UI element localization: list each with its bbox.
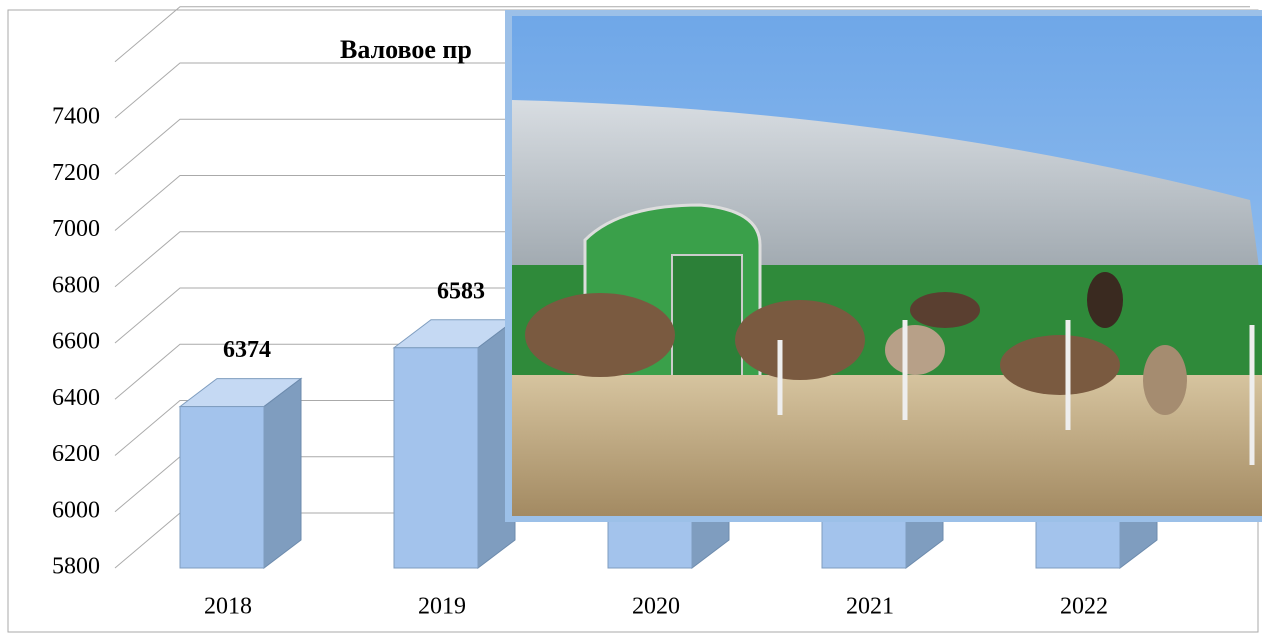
y-tick-label: 7400: [52, 104, 100, 130]
y-tick-label: 6000: [52, 497, 100, 523]
chart: 5800 6000 6200 6400 6600 6800 7000 7200 7400 2018…: [0, 0, 1262, 639]
y-tick-label: 6200: [52, 441, 100, 467]
y-tick-label: 7000: [52, 216, 100, 242]
y-tick-label: 6600: [52, 329, 100, 355]
x-tick-label: 2019: [418, 594, 466, 620]
y-tick-label: 6800: [52, 272, 100, 298]
y-tick-label: 5800: [52, 554, 100, 580]
bar: [394, 348, 478, 568]
x-tick-label: 2022: [1060, 594, 1108, 620]
y-tick-label: 6400: [52, 385, 100, 411]
x-tick-label: 2018: [204, 594, 252, 620]
x-tick-label: 2020: [632, 594, 680, 620]
value-label: 6583: [437, 278, 485, 304]
bar-side: [264, 379, 301, 568]
x-tick-label: 2021: [846, 594, 894, 620]
y-tick-label: 7200: [52, 160, 100, 186]
value-label: 6374: [223, 337, 271, 363]
bar: [180, 407, 264, 568]
chart-title: Валовое пр: [340, 35, 472, 64]
photo: [505, 10, 1262, 522]
